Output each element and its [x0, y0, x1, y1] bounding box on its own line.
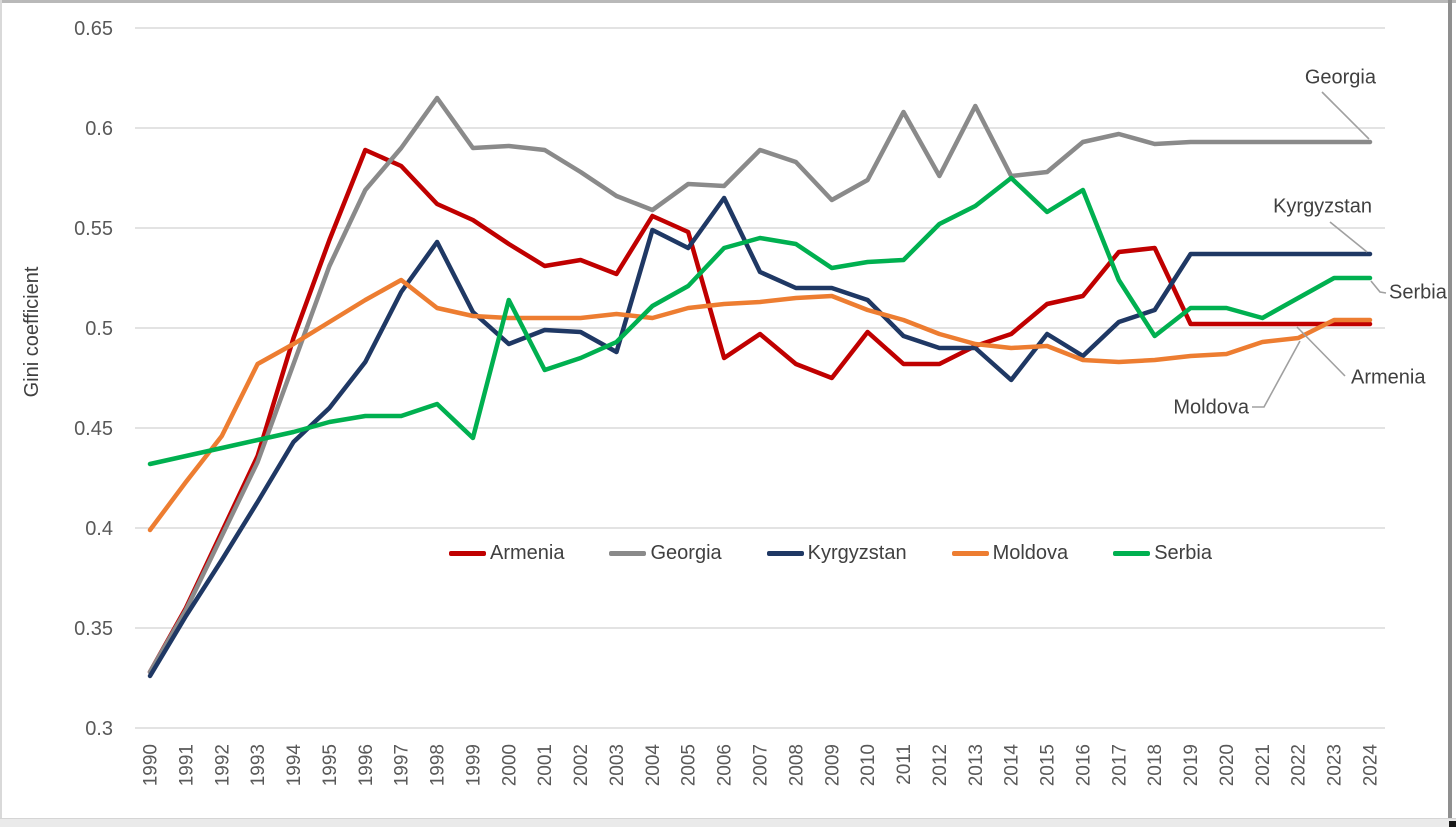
x-tick-label: 2021 — [1253, 744, 1274, 786]
x-tick-label: 2011 — [894, 744, 915, 785]
series-end-label-georgia: Georgia — [1304, 66, 1376, 89]
legend-item-armenia: Armenia — [449, 541, 564, 565]
series-end-label-kyrgyzstan: Kyrgyzstan — [1273, 195, 1372, 218]
panel-border-left — [0, 0, 2, 827]
series-line-moldova — [147, 277, 1373, 533]
legend-item-serbia: Serbia — [1113, 541, 1212, 565]
x-tick-label: 2010 — [858, 744, 879, 786]
legend-label: Armenia — [490, 542, 565, 564]
x-tick-label: 2016 — [1073, 744, 1094, 786]
series-line-georgia — [147, 95, 1373, 675]
legend: Armenia Georgia Kyrgyzstan Moldova Serbia — [449, 541, 1212, 565]
x-tick-label: 2022 — [1289, 744, 1310, 786]
x-tick-label: 2001 — [535, 744, 556, 786]
y-tick-label: 0.65 — [74, 18, 113, 40]
legend-label: Moldova — [992, 542, 1069, 564]
y-tick-label: 0.6 — [85, 118, 113, 140]
x-tick-label: 1991 — [176, 744, 197, 786]
annotation-leader-georgia — [1321, 91, 1370, 140]
series-layer — [147, 95, 1373, 679]
x-tick-label: 2014 — [1002, 744, 1023, 787]
annotation-leader-serbia — [1370, 280, 1387, 294]
x-tick-label: 2002 — [571, 744, 592, 786]
series-line-armenia — [147, 147, 1373, 675]
y-tick-label: 0.4 — [85, 518, 113, 540]
legend-swatch-moldova — [951, 550, 989, 556]
legend-item-kyrgyzstan: Kyrgyzstan — [766, 541, 907, 565]
x-tick-label: 2009 — [822, 744, 843, 786]
legend-item-moldova: Moldova — [951, 541, 1069, 565]
legend-swatch-kyrgyzstan — [766, 550, 804, 556]
x-tick-label: 2004 — [643, 744, 664, 787]
x-tick-label: 2005 — [679, 744, 700, 786]
legend-swatch-georgia — [609, 550, 647, 556]
y-tick-label: 0.55 — [74, 218, 113, 240]
x-tick-label: 2013 — [966, 744, 987, 786]
axis-labels-layer: 0.65 0.6 0.55 0.5 0.45 0.4 0.35 0.3 1990 1991 1992… — [74, 18, 1381, 786]
x-tick-label: 1993 — [248, 744, 269, 786]
series-end-label-serbia: Serbia — [1389, 281, 1447, 304]
annotation-leader-armenia — [1296, 326, 1346, 377]
series-end-label-armenia: Armenia — [1351, 366, 1426, 389]
x-tick-label: 2006 — [715, 744, 736, 786]
legend-label: Georgia — [650, 542, 722, 564]
gridlines-layer — [135, 27, 1385, 729]
x-tick-label: 2015 — [1038, 744, 1059, 786]
annotation-leader-moldova — [1252, 340, 1301, 408]
x-tick-label: 2008 — [786, 744, 807, 786]
x-tick-label: 2007 — [751, 744, 772, 786]
x-tick-label: 2000 — [499, 744, 520, 786]
x-tick-label: 2017 — [1109, 744, 1130, 786]
x-tick-label: 2003 — [607, 744, 628, 786]
bottom-scrollbar-track — [0, 818, 1456, 827]
x-tick-label: 2020 — [1217, 744, 1238, 786]
y-axis-title: Gini coefficient — [21, 266, 43, 397]
legend-swatch-serbia — [1113, 550, 1151, 556]
series-line-kyrgyzstan — [147, 195, 1373, 679]
x-tick-label: 1998 — [428, 744, 449, 786]
x-tick-label: 1992 — [212, 744, 233, 786]
y-tick-label: 0.3 — [85, 718, 113, 740]
x-tick-label: 1990 — [141, 744, 162, 786]
x-tick-label: 2024 — [1361, 744, 1382, 787]
x-tick-label: 1995 — [320, 744, 341, 786]
x-tick-label: 2019 — [1181, 744, 1202, 786]
legend-label: Kyrgyzstan — [807, 542, 907, 564]
x-tick-label: 1997 — [392, 744, 413, 786]
x-tick-label: 1999 — [463, 744, 484, 786]
legend-label: Serbia — [1154, 542, 1212, 564]
x-tick-label: 1996 — [356, 744, 377, 786]
panel-border-right — [1448, 0, 1452, 827]
x-tick-label: 2023 — [1325, 744, 1346, 786]
y-tick-label: 0.5 — [85, 318, 113, 340]
x-tick-label: 2012 — [930, 744, 951, 786]
annotation-leader-layer — [1252, 91, 1387, 408]
series-end-label-moldova: Moldova — [1173, 396, 1249, 419]
legend-item-georgia: Georgia — [609, 541, 722, 565]
annotation-leader-kyrgyzstan — [1329, 221, 1368, 253]
series-line-serbia — [147, 175, 1373, 467]
panel-border-top — [0, 0, 1456, 3]
x-tick-label: 1994 — [284, 744, 305, 787]
scrollbar-corner[interactable] — [1449, 821, 1456, 827]
y-tick-label: 0.35 — [74, 618, 113, 640]
y-tick-label: 0.45 — [74, 418, 113, 440]
legend-swatch-armenia — [449, 550, 486, 556]
x-tick-label: 2018 — [1145, 744, 1166, 786]
